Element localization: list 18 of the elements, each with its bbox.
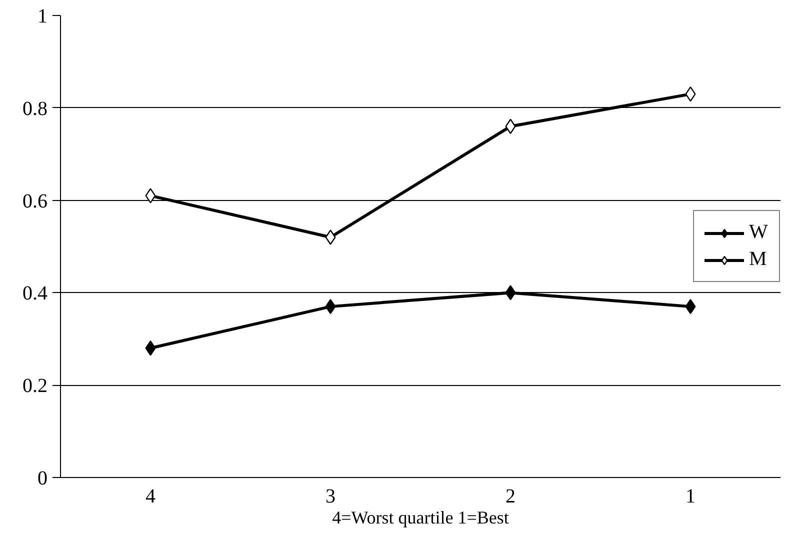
legend-label: W xyxy=(749,221,769,244)
point xyxy=(505,118,516,134)
y-tick-label: 0.8 xyxy=(22,98,48,120)
y-tick-label: 0.2 xyxy=(22,375,48,398)
point xyxy=(505,285,516,300)
y-tick-label: 0 xyxy=(38,468,48,490)
y-tick-label: 0.6 xyxy=(22,190,48,212)
x-tick-label: 2 xyxy=(506,486,516,508)
y-tick-label: 0.4 xyxy=(22,282,48,305)
x-tick-label: 1 xyxy=(686,486,696,508)
point xyxy=(325,230,336,245)
point xyxy=(145,188,156,204)
legend-label: M xyxy=(749,248,768,271)
x-axis-title: 4=Worst quartile 1=Best xyxy=(332,508,509,528)
point xyxy=(145,340,156,356)
y-tick-label: 1 xyxy=(38,6,48,28)
x-tick-label: 3 xyxy=(326,486,336,508)
x-tick-label: 4 xyxy=(146,486,156,508)
